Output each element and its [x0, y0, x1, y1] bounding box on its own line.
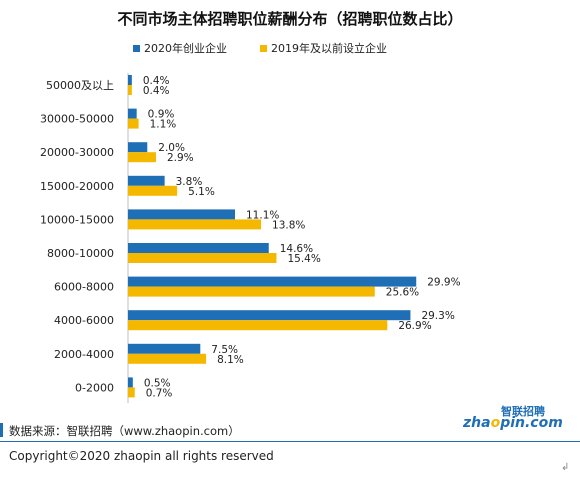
- legend-swatch-2: [260, 45, 267, 52]
- bar-series-1: [128, 175, 165, 186]
- data-label-series-1: 0.5%: [144, 377, 171, 389]
- logo-wordmark-part-b: pin.com: [500, 415, 563, 431]
- data-label-series-2: 15.4%: [287, 253, 320, 265]
- data-label-series-1: 14.6%: [280, 243, 313, 255]
- bar-series-2: [128, 185, 178, 196]
- bar-series-2: [128, 118, 139, 129]
- data-label-series-1: 0.4%: [143, 75, 170, 87]
- category-label: 30000-50000: [40, 113, 114, 126]
- bar-series-1: [128, 276, 417, 287]
- bar-series-2: [128, 387, 135, 398]
- bar-series-1: [128, 75, 132, 85]
- category-label: 0-2000: [75, 381, 114, 394]
- bar-series-1: [128, 377, 133, 388]
- logo-wordmark-part-a: zha: [463, 415, 491, 431]
- data-label-series-2: 25.6%: [386, 287, 419, 299]
- category-label: 50000及以上: [46, 79, 114, 92]
- category-label: 8000-10000: [47, 247, 114, 260]
- category-label: 4000-6000: [54, 314, 114, 327]
- data-label-series-1: 29.3%: [421, 310, 454, 322]
- bar-series-1: [128, 142, 148, 153]
- bar-series-2: [128, 219, 262, 230]
- legend-label-1: 2020年创业企业: [144, 41, 227, 55]
- bar-series-2: [128, 286, 375, 297]
- bar-group: 50000及以上 0.4%0.4% 30000-50000 0.9%1.1% 20000…: [40, 73, 461, 403]
- bar-series-2: [128, 152, 156, 163]
- bar-series-1: [128, 108, 137, 119]
- category-label: 2000-4000: [54, 348, 114, 361]
- chart-title: 不同市场主体招聘职位薪酬分布（招聘职位数占比）: [117, 10, 462, 28]
- bar-series-1: [128, 343, 201, 354]
- data-label-series-1: 7.5%: [211, 344, 238, 356]
- data-label-series-2: 0.4%: [143, 85, 170, 97]
- bar-series-1: [128, 209, 236, 220]
- data-label-series-2: 13.8%: [272, 219, 305, 231]
- bar-series-2: [128, 320, 388, 331]
- bar-series-2: [128, 253, 277, 263]
- chart-legend: 2020年创业企业 2019年及以前设立企业: [133, 41, 387, 55]
- data-label-series-1: 3.8%: [176, 176, 203, 188]
- footer-divider: [0, 441, 580, 442]
- category-label: 10000-15000: [40, 213, 114, 226]
- data-label-series-1: 29.9%: [427, 277, 460, 289]
- data-label-series-2: 5.1%: [188, 186, 215, 198]
- legend-label-2: 2019年及以前设立企业: [271, 41, 387, 55]
- bar-series-1: [128, 243, 269, 253]
- data-label-series-1: 0.9%: [148, 109, 175, 121]
- bar-series-2: [128, 85, 132, 95]
- category-label: 20000-30000: [40, 146, 114, 159]
- copyright-text: Copyright©2020 zhaopin all rights reserv…: [9, 449, 274, 463]
- data-label-series-1: 11.1%: [246, 209, 279, 221]
- category-label: 6000-8000: [54, 281, 114, 294]
- data-label-series-2: 8.1%: [217, 354, 244, 366]
- data-source-note: 数据来源：智联招聘（www.zhaopin.com）: [9, 424, 240, 438]
- data-label-series-2: 26.9%: [398, 320, 431, 332]
- logo-wordmark: zhaopin.com: [463, 415, 563, 431]
- bar-series-1: [128, 310, 411, 321]
- logo-chinese-name: 智联招聘: [501, 405, 545, 418]
- category-label: 15000-20000: [40, 180, 114, 193]
- data-label-series-2: 1.1%: [150, 119, 177, 131]
- paragraph-mark-icon: ↲: [561, 462, 570, 473]
- source-accent-bar: [0, 423, 3, 437]
- logo-wordmark-accent: o: [490, 415, 501, 431]
- data-label-series-1: 2.0%: [158, 142, 185, 154]
- bar-series-2: [128, 353, 207, 364]
- data-label-series-2: 2.9%: [167, 152, 194, 164]
- zhaopin-logo: 智联招聘 zhaopin.com: [463, 403, 563, 435]
- data-label-series-2: 0.7%: [146, 387, 173, 399]
- bar-chart: 不同市场主体招聘职位薪酬分布（招聘职位数占比） 2020年创业企业 2019年及以…: [40, 10, 463, 403]
- legend-swatch-1: [133, 45, 140, 52]
